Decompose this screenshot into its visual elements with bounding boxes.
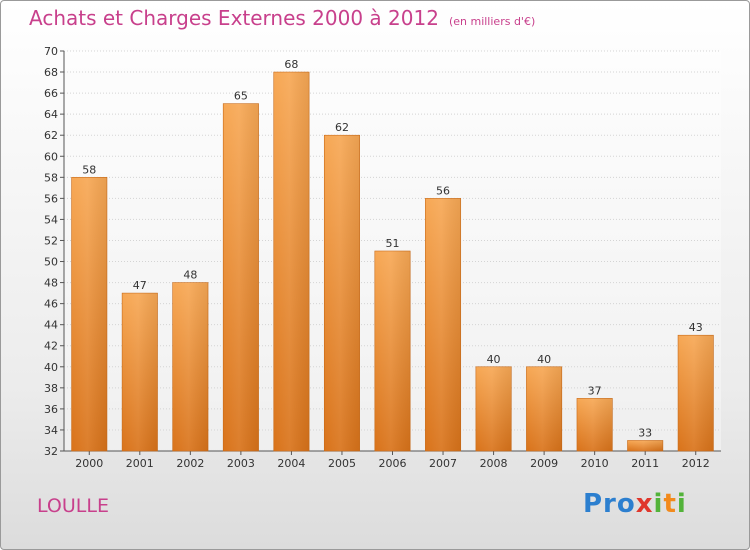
bar-sheen (172, 282, 209, 451)
x-tick-label: 2002 (176, 457, 204, 470)
bar-sheen (576, 398, 613, 451)
y-tick-label: 34 (44, 424, 58, 437)
city-name: LOULLE (37, 495, 109, 517)
x-tick-label: 2006 (379, 457, 407, 470)
bar-sheen (324, 135, 360, 452)
x-tick-label: 2005 (328, 457, 356, 470)
data-label: 56 (436, 184, 450, 197)
data-label: 62 (335, 121, 349, 134)
bar-sheen (627, 440, 663, 451)
data-label: 68 (284, 58, 298, 71)
data-label: 33 (638, 426, 652, 439)
y-tick-label: 40 (44, 361, 58, 374)
y-tick-label: 36 (44, 403, 58, 416)
data-label: 65 (234, 90, 248, 103)
bar-sheen (425, 198, 461, 451)
bar-sheen (71, 177, 107, 451)
data-label: 40 (487, 353, 501, 366)
data-label: 48 (183, 269, 197, 282)
data-label: 58 (82, 163, 96, 176)
bar-sheen (223, 103, 259, 451)
y-tick-label: 68 (44, 66, 58, 79)
x-tick-label: 2010 (581, 457, 609, 470)
label-layer: 32 34 36 38 40 42 44 46 48 50 52 54 56 58 60 62 64 66 68 70… (44, 45, 710, 470)
chart-title-block: Achats et Charges Externes 2000 à 2012 (e… (29, 6, 535, 30)
x-tick-label: 2011 (631, 457, 659, 470)
y-tick-label: 64 (44, 108, 58, 121)
y-tick-label: 62 (44, 129, 58, 142)
data-label: 43 (689, 321, 703, 334)
bar-sheen (475, 366, 512, 451)
y-tick-label: 66 (44, 87, 58, 100)
y-tick-label: 54 (44, 213, 58, 226)
proxiti-logo: Proxiti (583, 489, 687, 519)
bar-sheen (678, 335, 714, 451)
chart-unit: (en milliers d'€) (448, 15, 536, 28)
y-tick-label: 58 (44, 171, 58, 184)
x-tick-label: 2007 (429, 457, 457, 470)
x-tick-label: 2008 (480, 457, 508, 470)
data-label: 51 (386, 237, 400, 250)
y-tick-label: 44 (44, 319, 58, 332)
y-tick-label: 42 (44, 340, 58, 353)
y-tick-label: 70 (44, 45, 58, 58)
y-tick-label: 56 (44, 192, 58, 205)
bar-sheen (526, 366, 562, 451)
y-tick-label: 52 (44, 234, 58, 247)
data-label: 47 (133, 279, 147, 292)
x-tick-label: 2000 (75, 457, 103, 470)
bar-layer (71, 71, 714, 452)
data-label: 40 (537, 353, 551, 366)
bar-sheen (122, 293, 158, 451)
y-tick-label: 38 (44, 382, 58, 395)
y-tick-label: 32 (44, 445, 58, 458)
bar-sheen (374, 251, 411, 451)
x-tick-label: 2003 (227, 457, 255, 470)
x-tick-label: 2001 (126, 457, 154, 470)
y-tick-label: 50 (44, 256, 58, 269)
y-tick-label: 46 (44, 298, 58, 311)
data-label: 37 (588, 384, 602, 397)
x-tick-label: 2004 (277, 457, 305, 470)
y-tick-label: 48 (44, 277, 58, 290)
x-tick-label: 2009 (530, 457, 558, 470)
y-tick-label: 60 (44, 150, 58, 163)
bar-sheen (273, 72, 310, 451)
chart-title: Achats et Charges Externes 2000 à 2012 (29, 6, 439, 30)
x-tick-label: 2012 (682, 457, 710, 470)
